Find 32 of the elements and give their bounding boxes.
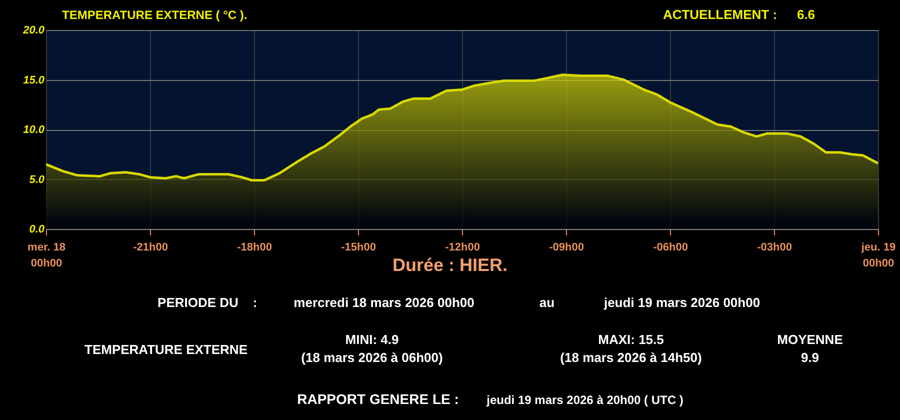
- x-tick-label: mer. 18 00h00: [28, 242, 66, 270]
- chart-title: TEMPERATURE EXTERNE ( °C ).: [62, 8, 248, 22]
- x-tick-label: -21h00: [133, 242, 168, 254]
- y-tick-label: 10.0: [23, 124, 46, 136]
- text: PERIODE DU: [158, 295, 238, 310]
- text: mercredi 18 mars 2026 00h00: [294, 295, 474, 310]
- x-tick-label: jeu. 19 00h00: [860, 242, 896, 270]
- x-tick-label: -15h00: [341, 242, 376, 254]
- y-tick-label: 15.0: [23, 74, 46, 86]
- text: au: [539, 295, 555, 310]
- text: 9.9: [800, 350, 820, 365]
- text: MAXI: 15.5: [598, 332, 664, 347]
- text: :: [252, 295, 258, 310]
- text: jeudi 19 mars 2026 00h00: [602, 295, 760, 310]
- x-tick-label: -12h00: [445, 242, 480, 254]
- y-tick-label: 5.0: [29, 174, 46, 186]
- y-tick-label: 0.0: [29, 224, 46, 236]
- x-axis-title: Durée : HIER.: [392, 255, 508, 275]
- text: ACTUELLEMENT :: [662, 7, 778, 22]
- y-tick-label: 20.0: [22, 24, 46, 36]
- text: RAPPORT GENERE LE :: [297, 391, 459, 407]
- x-tick-label: -06h00: [653, 242, 688, 254]
- text: 6.6: [796, 7, 816, 22]
- x-tick-label: -18h00: [237, 242, 272, 254]
- text: MINI: 4.9: [345, 332, 399, 347]
- text: (18 mars 2026 à 06h00): [301, 350, 443, 365]
- text: jeudi 19 mars 2026 à 20h00 ( UTC ): [486, 393, 684, 407]
- x-tick-label: -09h00: [549, 242, 584, 254]
- text: TEMPERATURE EXTERNE: [84, 342, 248, 357]
- text: (18 mars 2026 à 14h50): [560, 350, 702, 365]
- text: MOYENNE: [777, 332, 844, 347]
- x-tick-label: -03h00: [757, 242, 792, 254]
